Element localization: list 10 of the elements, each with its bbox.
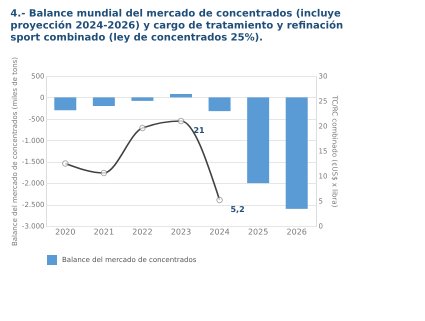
x-tick-label: 2026 xyxy=(286,228,307,236)
data-label: 5,2 xyxy=(230,205,245,214)
x-tick-label: 2025 xyxy=(248,228,268,236)
x-tick-label: 2020 xyxy=(55,228,76,236)
x-tick-label: 2021 xyxy=(94,228,114,236)
data-label: 21 xyxy=(193,126,205,135)
chart-title: 4.- Balance mundial del mercado de concentrados (incluye proyección 2024-2026) y cargo de tratamiento y refinación sport combinado (ley de concentrados 25%). xyxy=(10,8,344,44)
x-tick-label: 2023 xyxy=(170,228,192,236)
x-tick-label: 2024 xyxy=(209,228,230,236)
x-tick-label: 2022 xyxy=(132,228,153,236)
